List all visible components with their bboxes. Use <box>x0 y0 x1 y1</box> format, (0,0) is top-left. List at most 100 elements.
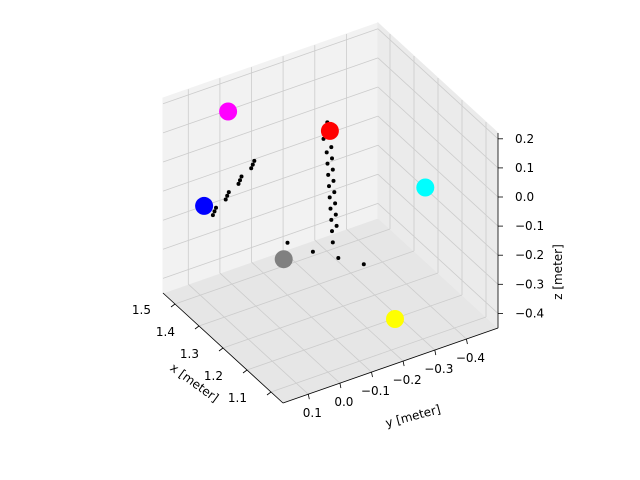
scatter-point <box>212 209 217 214</box>
grid-z-left <box>162 115 379 192</box>
grid-z-left <box>162 57 379 134</box>
scatter-points <box>210 120 366 267</box>
scatter-point <box>361 262 366 267</box>
scatter-point <box>285 240 290 245</box>
grid-z-right <box>377 203 499 314</box>
scatter-point <box>327 184 331 189</box>
grid-z-left <box>162 173 379 250</box>
z-tick-label: −0.2 <box>515 248 544 262</box>
y-tick <box>339 383 342 389</box>
scatter-point <box>329 145 334 150</box>
grid-y-floor <box>346 228 467 340</box>
y-tick <box>402 361 405 367</box>
scatter-point <box>252 158 257 163</box>
grid-x-floor <box>198 250 415 327</box>
y-tick-label: −0.2 <box>393 373 422 387</box>
scatter-point <box>327 195 332 200</box>
y-tick <box>307 394 310 400</box>
scatter-point <box>214 205 218 210</box>
y-tick <box>434 350 437 356</box>
scatter-point <box>330 167 335 172</box>
x-tick <box>170 303 176 308</box>
tick-marks <box>170 138 503 400</box>
grid-z-left <box>162 28 379 105</box>
marker-point <box>195 196 214 215</box>
scatter-point <box>333 201 338 206</box>
scatter-point <box>330 240 335 245</box>
grid-z-left <box>162 86 379 163</box>
y-axis-line <box>282 327 499 404</box>
scatter-point <box>329 217 334 222</box>
y-axis-label: y [meter] <box>384 402 442 430</box>
scatter-point <box>332 190 337 195</box>
marker-point <box>386 310 404 328</box>
scatter-point <box>330 229 334 234</box>
scatter-point <box>325 161 330 166</box>
marker-point <box>274 250 293 269</box>
marker-point <box>320 121 339 140</box>
scatter-point <box>236 181 241 186</box>
x-tick-label: 1.4 <box>156 325 175 339</box>
scatter-point <box>328 206 333 211</box>
z-tick-label: 0.2 <box>515 132 534 146</box>
scatter-point <box>333 212 338 217</box>
marker-point <box>416 178 435 197</box>
grid-y-floor <box>251 261 372 373</box>
x-tick <box>242 369 248 374</box>
z-axis-label: z [meter] <box>551 244 565 300</box>
scatter-point <box>239 174 244 179</box>
grid-y-floor <box>188 283 309 395</box>
y-tick-label: −0.4 <box>456 351 485 365</box>
grid-z-right <box>377 115 499 227</box>
grid-x-floor <box>222 272 439 349</box>
z-tick-label: −0.4 <box>515 306 544 320</box>
scatter-point <box>226 190 231 195</box>
scatter-point <box>326 172 331 177</box>
z-tick-label: −0.1 <box>515 219 544 233</box>
scatter-point <box>238 178 242 183</box>
grid-z-right <box>377 174 499 285</box>
scatter-point <box>250 162 255 167</box>
grid-x-floor <box>246 294 463 371</box>
tick-labels: 1.11.21.31.41.50.10.0−0.1−0.2−0.3−0.4−0.… <box>132 132 544 420</box>
grid-y-floor <box>219 272 341 384</box>
grid-x-floor <box>270 316 487 393</box>
y-tick-label: 0.1 <box>303 406 322 420</box>
y-tick <box>466 338 468 345</box>
grid-y-floor <box>314 239 436 351</box>
axes-panes <box>162 21 499 404</box>
scatter-point <box>210 213 215 218</box>
x-tick-label: 1.1 <box>228 391 247 405</box>
x-tick <box>266 391 272 396</box>
grid-z-right <box>377 57 499 169</box>
y-tick-label: −0.3 <box>424 362 453 376</box>
scatter-point <box>249 166 254 171</box>
y-tick-label: 0.0 <box>334 395 353 409</box>
grid-y-floor <box>282 250 404 362</box>
scatter-point <box>331 178 336 183</box>
z-tick-label: 0.1 <box>515 161 534 175</box>
marker-point <box>219 102 238 121</box>
scatter-point <box>330 156 334 161</box>
x-tick-label: 1.2 <box>204 369 223 383</box>
colored-markers <box>195 102 435 328</box>
z-tick-label: −0.3 <box>515 277 544 291</box>
scatter-point <box>310 249 315 254</box>
grid-z-right <box>377 28 499 140</box>
x-tick-label: 1.3 <box>180 347 199 361</box>
scatter-point <box>324 150 329 155</box>
scatter-point <box>225 193 230 198</box>
scatter-point <box>336 256 341 260</box>
z-tick-label: 0.0 <box>515 190 534 204</box>
scatter-point <box>223 197 228 202</box>
grid-z-left <box>162 203 379 279</box>
x-tick <box>194 325 200 330</box>
grid-z-right <box>377 86 499 198</box>
grid-z-right <box>377 144 499 256</box>
y-tick <box>371 372 373 378</box>
y-tick-label: −0.1 <box>361 384 390 398</box>
x-tick-label: 1.5 <box>132 303 151 317</box>
x-tick <box>218 347 224 352</box>
scatter-point <box>334 223 339 228</box>
